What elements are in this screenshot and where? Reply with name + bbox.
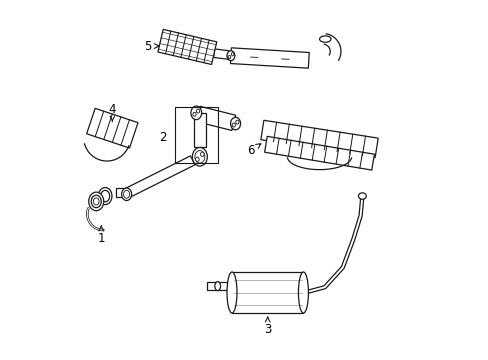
Ellipse shape [192,112,196,116]
Polygon shape [194,113,205,147]
Text: 4: 4 [108,103,116,121]
Ellipse shape [319,36,330,42]
Ellipse shape [214,282,220,291]
Polygon shape [116,188,128,197]
Polygon shape [126,156,195,197]
Polygon shape [158,30,216,64]
Ellipse shape [190,106,201,120]
Ellipse shape [101,190,109,202]
Ellipse shape [235,120,239,124]
Ellipse shape [123,190,129,198]
Ellipse shape [228,55,230,59]
Polygon shape [260,120,377,158]
Ellipse shape [194,150,204,163]
Ellipse shape [226,272,237,313]
Ellipse shape [230,117,240,130]
Polygon shape [264,136,374,170]
Text: 5: 5 [144,40,159,53]
Ellipse shape [88,192,103,211]
Ellipse shape [122,188,131,201]
Ellipse shape [196,109,199,113]
Polygon shape [230,48,308,68]
Ellipse shape [358,193,366,199]
Ellipse shape [93,198,99,205]
Ellipse shape [226,51,234,61]
Text: 6: 6 [246,144,260,157]
Text: 1: 1 [97,226,105,245]
Ellipse shape [195,157,199,161]
Polygon shape [206,282,232,291]
Polygon shape [86,108,138,148]
Ellipse shape [231,53,233,56]
Bar [175,108,217,163]
Text: 3: 3 [264,317,271,336]
Ellipse shape [192,148,207,166]
Polygon shape [196,106,235,130]
Ellipse shape [98,188,112,204]
Ellipse shape [91,195,101,208]
Ellipse shape [200,152,203,157]
Ellipse shape [298,272,308,313]
Ellipse shape [232,123,235,127]
Polygon shape [213,49,228,59]
Text: 2: 2 [159,131,166,144]
Polygon shape [231,272,303,313]
